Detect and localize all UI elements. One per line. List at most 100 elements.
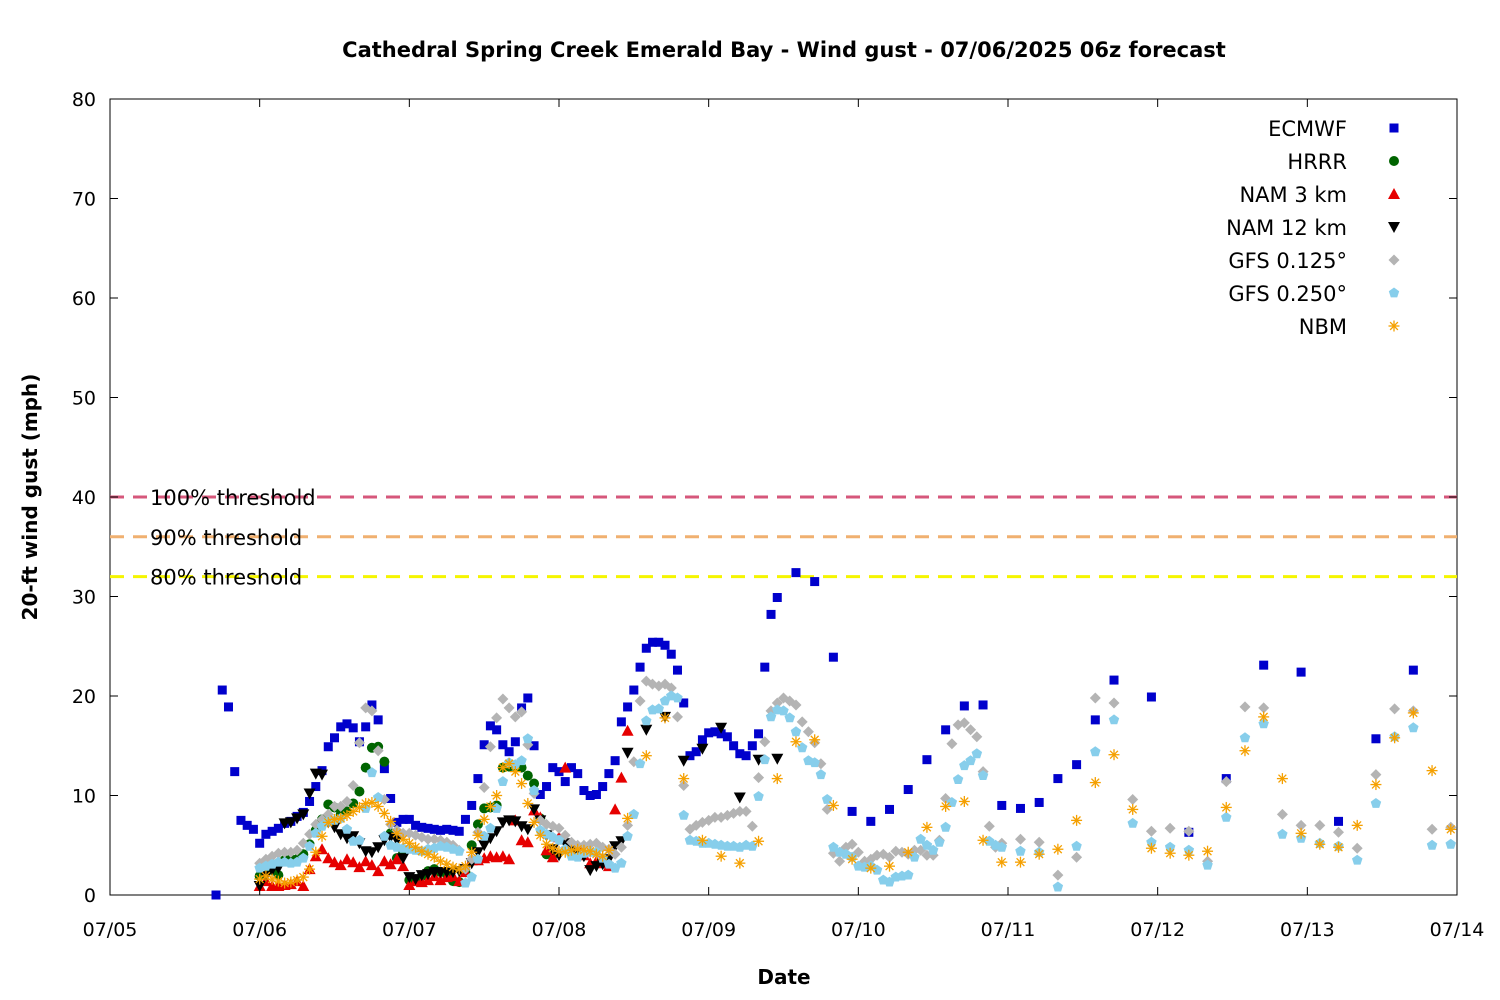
data-point — [615, 841, 627, 853]
data-point — [1127, 794, 1139, 805]
data-point — [303, 788, 316, 800]
data-point — [473, 774, 483, 784]
data-point — [672, 711, 683, 723]
data-point — [623, 702, 633, 712]
data-point — [1071, 814, 1083, 826]
legend-marker — [1389, 123, 1399, 133]
data-point — [1183, 825, 1195, 837]
data-point — [261, 829, 271, 839]
data-point — [1370, 798, 1382, 808]
data-point — [765, 711, 777, 722]
data-point — [409, 874, 422, 886]
data-point — [1089, 692, 1101, 704]
data-point — [609, 841, 622, 853]
x-tick-label: 07/08 — [532, 919, 587, 941]
data-point — [535, 790, 545, 800]
data-point — [522, 770, 533, 781]
data-point — [791, 568, 801, 578]
data-point — [509, 816, 522, 828]
data-point — [353, 801, 365, 813]
data-point — [971, 748, 983, 759]
data-point — [977, 770, 989, 780]
axis-ticks: 0 10 20 30 40 50 60 70 80 07/05 07/06 07/07 07/08 07/… — [72, 89, 1485, 941]
data-point — [846, 853, 858, 865]
data-point — [496, 850, 509, 862]
data-point — [1239, 745, 1251, 757]
data-point — [428, 851, 440, 863]
y-tick-label: 40 — [72, 487, 96, 509]
data-point — [390, 835, 403, 847]
data-point — [297, 809, 310, 821]
data-point — [965, 755, 976, 766]
data-point — [1164, 841, 1176, 852]
data-point — [1052, 843, 1064, 855]
data-point — [1183, 849, 1195, 861]
legend-label: ECMWF — [1268, 117, 1347, 141]
data-point — [1296, 667, 1306, 677]
data-point — [753, 835, 765, 847]
data-point — [746, 820, 758, 832]
data-point — [716, 729, 726, 739]
data-point — [366, 796, 378, 808]
data-point — [678, 773, 690, 785]
data-point — [733, 792, 746, 804]
data-point — [809, 734, 821, 746]
data-point — [1295, 819, 1307, 831]
data-point — [790, 736, 802, 748]
data-point — [903, 785, 913, 795]
series-points — [254, 707, 1457, 889]
data-point — [328, 856, 341, 868]
y-tick-label: 70 — [72, 189, 96, 211]
data-point — [347, 780, 359, 791]
data-point — [709, 811, 721, 823]
data-point — [298, 852, 309, 863]
data-point — [310, 827, 321, 838]
data-point — [510, 737, 520, 747]
data-point — [834, 855, 846, 867]
data-point — [1221, 811, 1232, 822]
data-point — [934, 836, 945, 847]
data-point — [336, 722, 346, 732]
data-point — [529, 778, 540, 789]
data-point — [666, 649, 676, 659]
data-point — [515, 821, 528, 833]
data-point — [641, 715, 652, 726]
data-point — [267, 826, 277, 836]
data-point — [353, 737, 365, 749]
data-point — [1108, 714, 1120, 725]
data-point — [436, 825, 446, 835]
x-axis-label: Date — [757, 965, 810, 989]
data-point — [771, 753, 784, 765]
data-point — [715, 850, 727, 862]
data-point — [1295, 827, 1307, 839]
data-point — [223, 702, 233, 712]
data-point — [1015, 845, 1026, 856]
data-point — [1426, 839, 1438, 850]
data-point — [885, 804, 895, 814]
data-point — [423, 823, 433, 833]
legend-marker — [1388, 287, 1400, 298]
data-point — [1090, 746, 1101, 757]
data-point — [1053, 774, 1063, 784]
data-point — [1014, 856, 1026, 868]
data-point — [1333, 826, 1344, 838]
data-point — [291, 844, 303, 856]
data-point — [429, 824, 439, 834]
data-point — [616, 857, 627, 868]
y-tick-label: 20 — [72, 686, 96, 708]
data-point — [397, 860, 410, 872]
data-point — [1109, 675, 1119, 685]
data-point — [778, 705, 789, 716]
data-point — [485, 822, 496, 833]
data-point — [279, 846, 291, 858]
data-point — [217, 685, 227, 695]
data-point — [1370, 769, 1382, 781]
legend-marker — [1388, 188, 1400, 199]
data-point — [554, 767, 564, 777]
data-point — [884, 860, 896, 872]
data-point — [1351, 819, 1363, 831]
data-point — [397, 853, 410, 865]
data-point — [640, 724, 653, 736]
data-point — [821, 803, 833, 815]
data-point — [598, 782, 608, 792]
